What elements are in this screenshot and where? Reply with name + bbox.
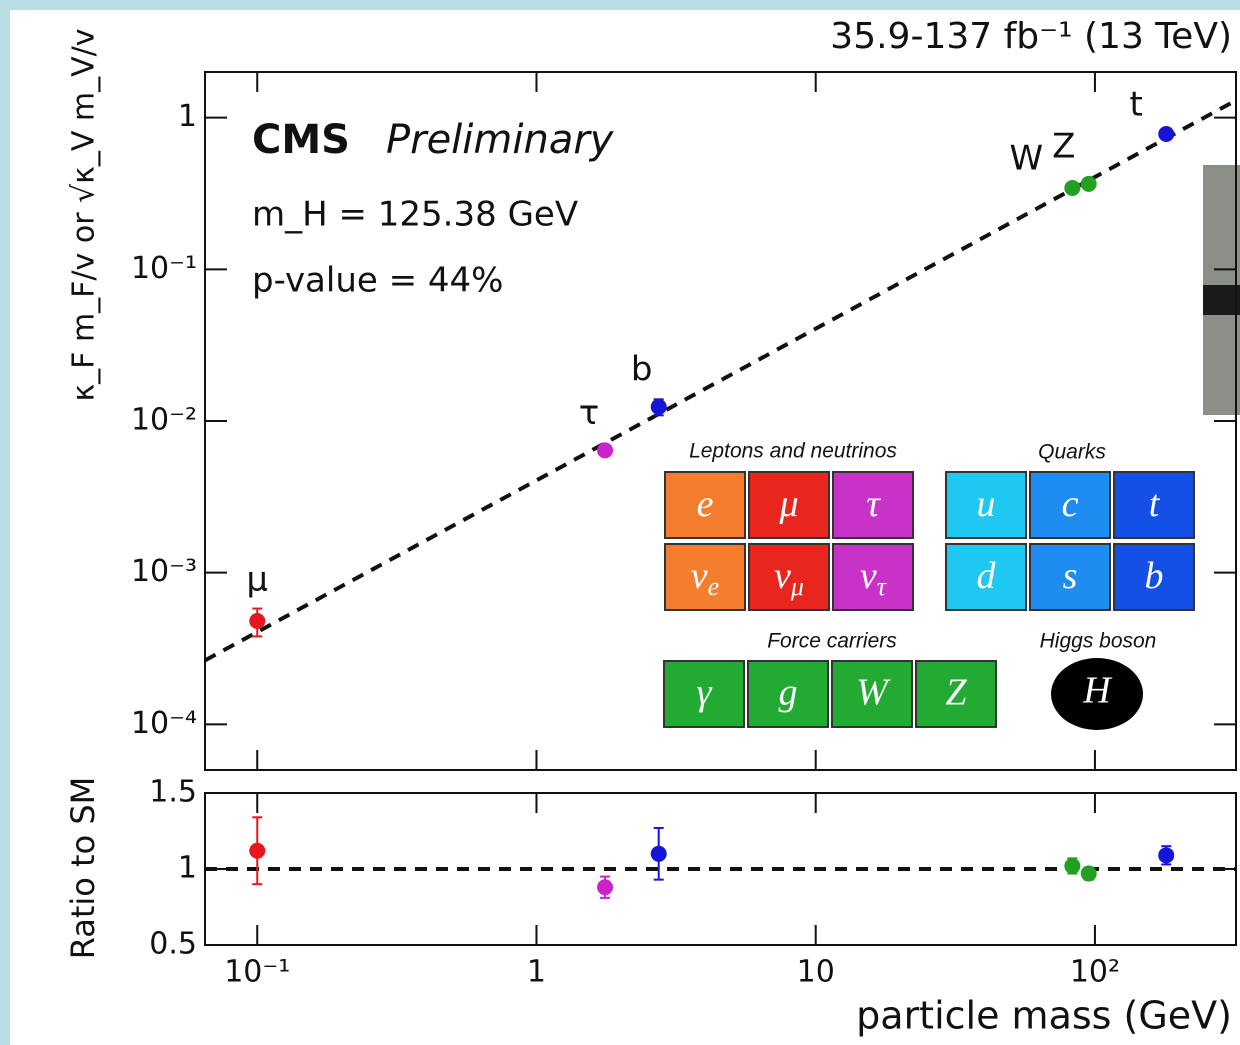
data-point (597, 442, 614, 459)
data-point (249, 842, 266, 859)
particle-tile (664, 543, 746, 611)
data-point (597, 879, 614, 896)
x-tick-label: 10 (797, 955, 835, 990)
point-label: t (1130, 85, 1143, 125)
symbol: b (1145, 555, 1164, 597)
data-point (650, 845, 667, 862)
particle-symbol: τ (866, 483, 881, 525)
particle-symbol: c (1062, 483, 1079, 525)
y-tick-label: 1 (178, 99, 197, 134)
particle-tile (747, 660, 829, 728)
symbol: μ (778, 483, 798, 525)
symbol: ν (860, 555, 877, 597)
particle-symbol: ντ (860, 555, 888, 601)
point-label: W (1010, 138, 1044, 178)
particle-symbol: u (977, 483, 996, 525)
y-tick-label: 1 (178, 851, 197, 886)
particle-symbol: γ (697, 672, 713, 714)
group-title: Quarks (1038, 441, 1106, 464)
subscript: τ (877, 572, 888, 601)
y-tick-label: 0.5 (149, 927, 197, 962)
particle-tile (663, 660, 745, 728)
particle-symbol: b (1145, 555, 1164, 597)
symbol: s (1063, 555, 1078, 597)
point-label: μ (246, 560, 268, 600)
particle-tile (1029, 543, 1111, 611)
particle-symbol: μ (778, 483, 798, 525)
data-point (1080, 865, 1097, 882)
note: p-value = 44% (252, 261, 503, 301)
particle-tile (748, 471, 830, 539)
particle-tile (1113, 471, 1195, 539)
x-tick-label: 10⁻¹ (224, 955, 290, 990)
particle-tile (1029, 471, 1111, 539)
y-tick-label: 10⁻² (131, 403, 197, 438)
symbol: c (1062, 483, 1079, 525)
y-tick-label: 10⁻¹ (131, 251, 197, 286)
header: 35.9-137 fb⁻¹ (13 TeV) (830, 16, 1232, 57)
particle-symbol: s (1063, 555, 1078, 597)
group-title: Force carriers (767, 630, 897, 653)
particle-symbol: Z (945, 672, 967, 714)
particle-symbol: W (856, 672, 891, 714)
y-tick-label: 10⁻³ (131, 554, 197, 589)
x-tick-label: 10² (1070, 955, 1120, 990)
symbol: ν (691, 555, 708, 597)
y-axis-label: Ratio to SM (64, 777, 102, 960)
symbol: d (977, 555, 997, 597)
higgs-badge (1051, 658, 1143, 730)
particle-tile (945, 471, 1027, 539)
x-tick-label: 1 (527, 955, 546, 990)
particle-tile (915, 660, 997, 728)
status: Preliminary (386, 117, 615, 163)
particle-tile (831, 660, 913, 728)
symbol: e (697, 483, 714, 525)
data-point (1064, 857, 1081, 874)
particle-symbol: e (697, 483, 714, 525)
particle-tile (1113, 543, 1195, 611)
photo-overlay (1203, 285, 1240, 315)
subscript: μ (790, 572, 804, 601)
particle-symbol: d (977, 555, 997, 597)
symbol: t (1149, 483, 1161, 525)
symbol: ν (774, 555, 791, 597)
experiment: CMS (252, 117, 350, 163)
symbol: u (977, 483, 996, 525)
particle-tile (832, 543, 914, 611)
y-axis-label: κ_F m_F/v or √κ_V m_V/v (67, 28, 102, 401)
data-point (249, 613, 266, 630)
group-title: Higgs boson (1040, 630, 1157, 653)
point-label: b (631, 349, 653, 389)
reference-line (204, 98, 1237, 663)
symbol: τ (866, 483, 881, 525)
x-axis-label: particle mass (GeV) (856, 994, 1232, 1038)
y-tick-label: 1.5 (149, 775, 197, 810)
particle-symbol: t (1149, 483, 1161, 525)
particle-symbol: νe (691, 555, 719, 601)
data-point (1158, 847, 1175, 864)
y-tick-label: 10⁻⁴ (131, 706, 197, 741)
particle-tile (664, 471, 746, 539)
data-point (1080, 175, 1097, 192)
particle-symbol: H (1082, 670, 1113, 712)
group-title: Leptons and neutrinos (689, 440, 897, 463)
particle-tile (832, 471, 914, 539)
data-point (650, 398, 667, 415)
data-point (1158, 126, 1175, 143)
subscript: e (708, 572, 720, 601)
note: m_H = 125.38 GeV (252, 195, 578, 235)
particle-symbol: νμ (774, 555, 804, 601)
particle-tile (945, 543, 1027, 611)
point-label: Z (1052, 126, 1075, 166)
point-label: τ (579, 393, 599, 433)
particle-symbol: g (779, 672, 798, 714)
particle-tile (748, 543, 830, 611)
data-point (1064, 179, 1081, 196)
